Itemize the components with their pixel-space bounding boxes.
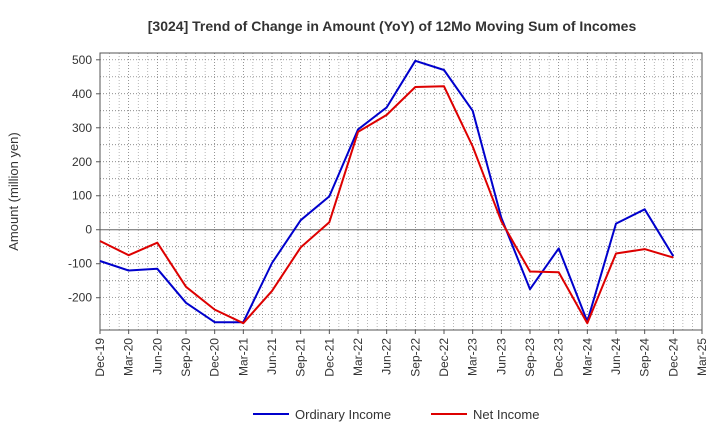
x-tick-label: Jun-21	[265, 338, 279, 375]
x-tick-label: Sep-23	[523, 338, 537, 377]
y-tick-label: -100	[68, 257, 92, 271]
y-tick-label: 400	[72, 87, 92, 101]
chart-title: [3024] Trend of Change in Amount (YoY) o…	[148, 18, 637, 34]
series-line-ordinary-income	[99, 59, 675, 324]
plot-background	[100, 53, 702, 330]
y-tick-label: 100	[72, 189, 92, 203]
x-tick-label: Jun-22	[380, 338, 394, 375]
x-tick-label: Dec-20	[208, 338, 222, 377]
x-tick-label: Jun-20	[150, 338, 164, 375]
x-tick-label: Mar-20	[122, 338, 136, 376]
x-tick-label: Mar-24	[580, 338, 594, 376]
x-tick-label: Mar-21	[236, 338, 250, 376]
x-tick-label: Dec-19	[93, 338, 107, 377]
x-tick-label: Mar-25	[695, 338, 709, 376]
y-tick-label: 500	[72, 53, 92, 67]
y-axis-title: Amount (million yen)	[6, 132, 21, 251]
x-tick-label: Sep-24	[638, 338, 652, 377]
x-tick-label: Mar-22	[351, 338, 365, 376]
y-tick-label: 300	[72, 121, 92, 135]
x-tick-label: Sep-20	[179, 338, 193, 377]
x-tick-label: Jun-24	[609, 338, 623, 375]
y-tick-label: 200	[72, 155, 92, 169]
legend-label-ordinary-income: Ordinary Income	[295, 407, 391, 422]
plot-border	[99, 52, 703, 331]
x-tick-label: Sep-22	[408, 338, 422, 377]
x-tick-label: Dec-23	[552, 338, 566, 377]
legend: Ordinary Income Net Income	[253, 407, 539, 422]
x-tick-label: Dec-22	[437, 338, 451, 377]
x-tick-label: Dec-24	[666, 338, 680, 377]
y-tick-label: 0	[85, 223, 92, 237]
series-line-net-income	[99, 85, 674, 325]
x-tick-label: Sep-21	[294, 338, 308, 377]
x-tick-label: Mar-23	[466, 338, 480, 376]
plot-area: 500 400 300 200 100 0 -100 -200 Dec-19 Mar-20 Jun-…	[68, 52, 709, 377]
legend-label-net-income: Net Income	[473, 407, 539, 422]
x-tick-label: Dec-21	[322, 338, 336, 377]
y-tick-label: -200	[68, 291, 92, 305]
x-tick-label: Jun-23	[494, 338, 508, 375]
